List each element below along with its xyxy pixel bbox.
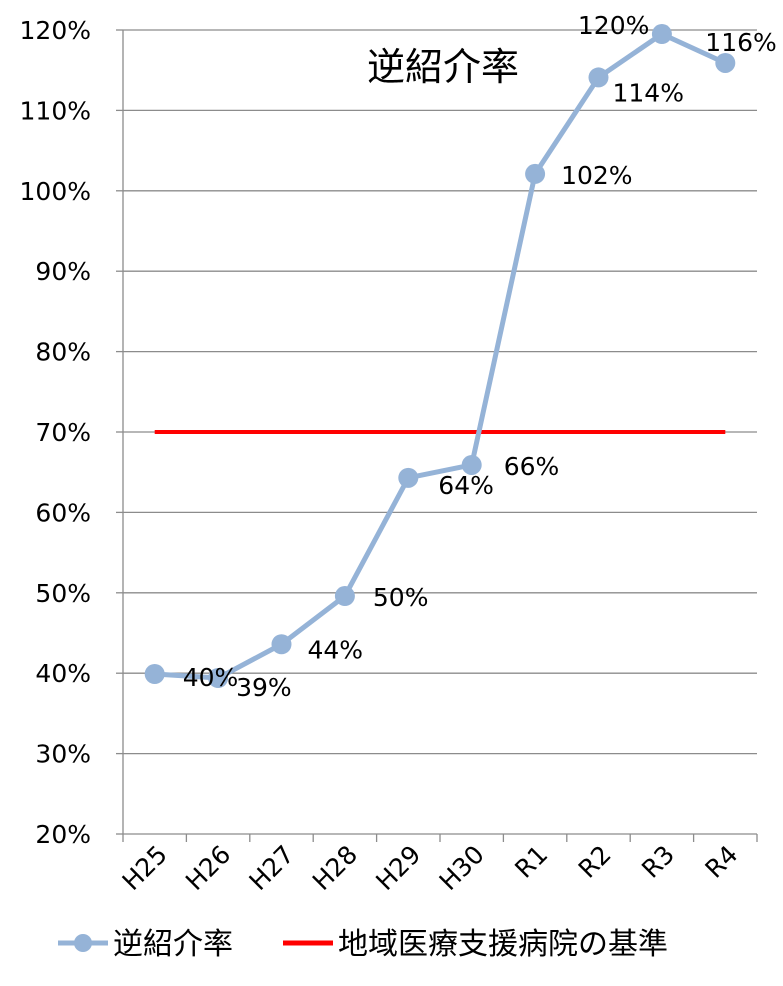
data-point [271,634,292,655]
data-label: 120% [578,11,649,40]
y-tick-label: 30% [35,740,91,769]
data-point [334,586,355,607]
axes [122,30,758,842]
data-label: 114% [613,78,684,107]
legend-label-series-1: 逆紹介率 [113,927,233,962]
x-tick-label: R3 [636,840,680,884]
data-point [715,52,736,73]
y-tick-label: 120% [20,16,91,45]
y-tick-label: 90% [35,257,91,286]
x-tick-label: H27 [243,840,299,896]
legend-swatch-marker [74,934,92,952]
data-label: 66% [504,452,560,481]
data-point [144,664,165,685]
y-tick-label: 110% [20,96,91,125]
series-layer [144,24,736,689]
y-tick-label: 50% [35,579,91,608]
data-label: 64% [438,471,494,500]
data-point [398,467,419,488]
y-tick-labels: 20% 30% 40% 50% 60% 70% 80% 90% 100% 110% 120% [20,16,91,849]
y-tick-label: 40% [35,659,91,688]
x-tick-label: H25 [117,840,173,896]
data-point [525,163,546,184]
data-point [651,24,672,45]
x-tick-label: H28 [307,840,363,896]
legend: 逆紹介率 地域医療支援病院の基準 [58,927,668,962]
x-tick-label: R2 [573,840,617,884]
y-tick-label: 60% [35,498,91,527]
x-tick-label: H30 [434,840,490,896]
data-label: 102% [561,161,632,190]
data-label: 50% [373,583,429,612]
chart-title: 逆紹介率 [367,45,519,89]
x-tick-label: H29 [370,840,426,896]
data-labels: 40%39% 44% 50% 64% 66% 102% 114% 120% 116% [183,11,777,702]
x-tick-label: H26 [180,840,236,896]
legend-label-series-2: 地域医療支援病院の基準 [338,927,668,962]
y-tick-label: 20% [35,820,91,849]
legend-item-series-2: 地域医療支援病院の基準 [283,927,668,962]
x-tick-label: R1 [509,840,553,884]
data-point [208,668,229,689]
x-tick-labels: H25 H26 H27 H28 H29 H30 R1 R2 R3 R4 [117,840,744,896]
data-label: 44% [308,635,364,664]
data-point [461,454,482,475]
data-label: 116% [705,28,776,57]
series-line-ratio [154,31,727,681]
y-tick-label: 70% [35,418,91,447]
x-tick-label: R4 [700,840,744,884]
data-label: 39% [236,673,292,702]
data-point [588,67,609,88]
data-label: 40% [183,663,239,692]
y-tick-label: 100% [20,177,91,206]
legend-item-series-1: 逆紹介率 [58,927,233,962]
y-tick-label: 80% [35,338,91,367]
